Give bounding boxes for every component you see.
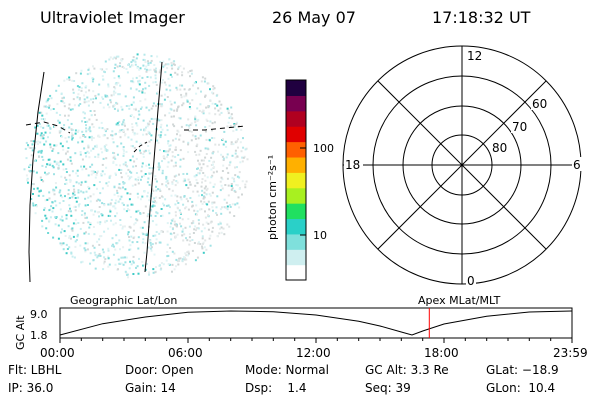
mlt-label-12: 12 xyxy=(467,49,482,63)
colorbar-segment xyxy=(286,156,306,173)
colorbar-segment xyxy=(286,233,306,250)
geographic-grid-overlay xyxy=(25,61,246,283)
status-filter: Flt: LBHL xyxy=(8,363,62,377)
mlt-label-6: 6 xyxy=(573,158,581,172)
timeline-left-label: Geographic Lat/Lon xyxy=(70,294,177,307)
status-gc-alt: GC Alt: 3.3 Re xyxy=(365,363,449,377)
altitude-curve xyxy=(59,310,572,336)
colorbar-segment xyxy=(286,110,306,127)
timeline-xtick-0: 00:00 xyxy=(40,346,75,360)
colorbar-segment xyxy=(286,95,306,112)
timeline-xtick-3: 18:00 xyxy=(424,346,459,360)
timeline-ytick-top: 9.0 xyxy=(30,308,48,321)
status-glon: GLon: 10.4 xyxy=(486,381,556,395)
colorbar-segment xyxy=(286,264,306,281)
colorbar-segment xyxy=(286,203,306,220)
lat-label-80: 80 xyxy=(492,141,507,155)
date-label: 26 May 07 xyxy=(272,8,356,27)
lat-label-60: 60 xyxy=(532,97,547,111)
status-mode: Mode: Normal xyxy=(245,363,329,377)
status-dsp: Dsp: 1.4 xyxy=(245,381,307,395)
colorbar-units: photon cm⁻²s⁻¹ xyxy=(266,155,279,240)
timeline-ylabel: GC Alt xyxy=(14,315,27,350)
timeline-xtick-1: 06:00 xyxy=(168,346,203,360)
time-label: 17:18:32 UT xyxy=(432,8,531,27)
colorbar-segment xyxy=(286,249,306,266)
polar-labels: 12 18 6 0 60 70 80 xyxy=(344,49,582,288)
lat-label-70: 70 xyxy=(512,120,527,134)
colorbar-segment xyxy=(286,141,306,158)
colorbar: 100 10 photon cm⁻²s⁻¹ xyxy=(266,79,334,281)
instrument-title: Ultraviolet Imager xyxy=(40,8,185,27)
status-glat: GLat: −18.9 xyxy=(486,363,559,377)
auroral-image xyxy=(23,53,249,279)
status-ip: IP: 36.0 xyxy=(8,381,54,395)
colorbar-segment xyxy=(286,218,306,235)
orbit-timeline: Geographic Lat/Lon Apex MLat/MLT GC Alt … xyxy=(14,294,588,360)
mlt-label-18: 18 xyxy=(345,158,360,172)
timeline-right-label: Apex MLat/MLT xyxy=(418,294,501,307)
timeline-xtick-4: 23:59 xyxy=(553,346,588,360)
polar-diagonal-2 xyxy=(377,80,547,250)
status-door: Door: Open xyxy=(125,363,194,377)
colorbar-frame xyxy=(285,79,307,281)
timeline-x-ticks xyxy=(59,338,573,343)
timeline-xtick-2: 12:00 xyxy=(296,346,331,360)
colorbar-segment xyxy=(286,126,306,143)
timeline-frame xyxy=(59,307,573,339)
colorbar-label-10: 10 xyxy=(313,229,327,242)
mlt-label-0: 0 xyxy=(467,274,475,288)
timeline-ytick-bottom: 1.8 xyxy=(30,329,48,342)
status-seq: Seq: 39 xyxy=(365,381,411,395)
colorbar-segment xyxy=(286,172,306,189)
colorbar-label-100: 100 xyxy=(313,142,334,155)
colorbar-segment xyxy=(286,80,306,96)
colorbar-gradient xyxy=(286,80,306,281)
polar-mlt-plot xyxy=(342,45,582,285)
status-gain: Gain: 14 xyxy=(125,381,176,395)
colorbar-segment xyxy=(286,187,306,204)
